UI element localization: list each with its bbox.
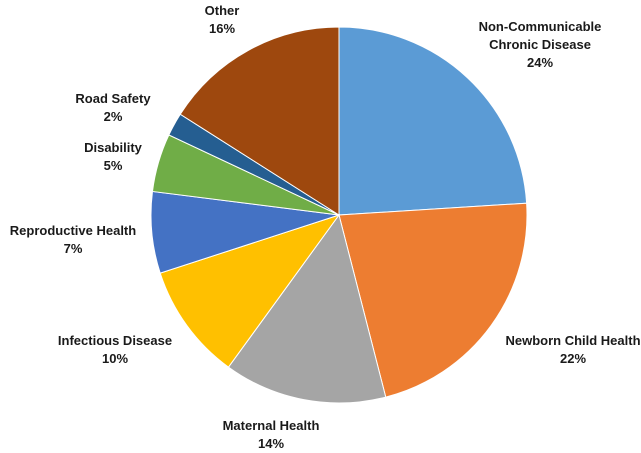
data-label-text: Road Safety — [75, 91, 151, 106]
data-label-other: Other 16% — [205, 3, 240, 36]
data-label-disability: Disability 5% — [84, 140, 143, 173]
data-label-text: Maternal Health — [223, 418, 320, 433]
data-label-value: 5% — [104, 158, 123, 173]
pie-slice-maternal-health — [227, 213, 387, 404]
data-label-non-communicable-chronic-disease: Non-Communicable Chronic Disease 24% — [479, 19, 602, 70]
data-label-reproductive-health: Reproductive Health 7% — [10, 223, 136, 256]
pie-slice-non-communicable-chronic-disease — [338, 26, 528, 216]
data-label-text: Other — [205, 3, 240, 18]
data-label-maternal-health: Maternal Health 14% — [223, 418, 320, 451]
data-label-value: 16% — [209, 21, 235, 36]
data-label-road-safety: Road Safety 2% — [75, 91, 151, 124]
pie-slice-newborn-child-health — [338, 202, 528, 398]
pie-slice-infectious-disease — [159, 214, 341, 368]
pie-labels: Non-Communicable Chronic Disease 24% Newbor… — [10, 3, 641, 451]
data-label-value: 2% — [104, 109, 123, 124]
data-label-text: Reproductive Health — [10, 223, 136, 238]
data-label-text: Chronic Disease — [489, 37, 591, 52]
data-label-text: Infectious Disease — [58, 333, 172, 348]
data-label-text: Non-Communicable — [479, 19, 602, 34]
data-label-newborn-child-health: Newborn Child Health 22% — [505, 333, 640, 366]
data-label-value: 24% — [527, 55, 553, 70]
data-label-value: 22% — [560, 351, 586, 366]
data-label-value: 14% — [258, 436, 284, 451]
data-label-infectious-disease: Infectious Disease 10% — [58, 333, 172, 366]
data-label-value: 7% — [64, 241, 83, 256]
data-label-value: 10% — [102, 351, 128, 366]
pie-slice-other — [179, 26, 340, 216]
data-label-text: Disability — [84, 140, 143, 155]
data-label-text: Newborn Child Health — [505, 333, 640, 348]
pie-slices — [150, 26, 528, 404]
